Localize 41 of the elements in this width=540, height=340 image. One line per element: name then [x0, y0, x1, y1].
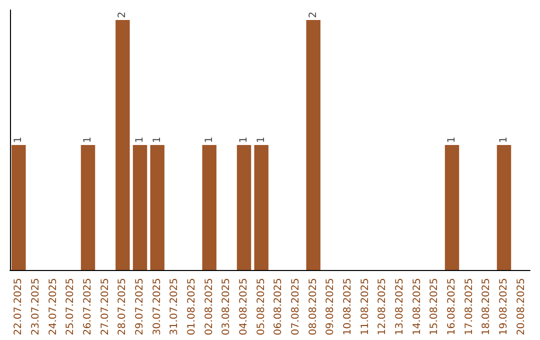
- x-tick-label: 28.07.2025: [117, 278, 128, 336]
- x-tick-label: 23.07.2025: [30, 278, 42, 336]
- data-label: 1: [256, 136, 267, 143]
- data-label: 1: [498, 136, 510, 143]
- x-tick-label: 07.08.2025: [290, 278, 302, 336]
- data-label: 1: [134, 136, 146, 143]
- x-tick-label: 19.08.2025: [498, 278, 510, 336]
- x-tick-label: 09.08.2025: [325, 278, 336, 336]
- x-tick-label: 13.08.2025: [394, 278, 406, 336]
- x-tick-label: 06.08.2025: [273, 278, 284, 336]
- x-tick-label: 24.07.2025: [48, 278, 59, 336]
- x-tick-label: 27.07.2025: [100, 278, 111, 336]
- data-label: 2: [117, 12, 128, 18]
- x-tick-label: 12.08.2025: [377, 278, 388, 336]
- x-tick-label: 11.08.2025: [360, 278, 371, 336]
- x-tick-label: 20.08.2025: [516, 278, 527, 336]
- x-tick-label: 22.07.2025: [13, 278, 24, 336]
- data-label: 1: [13, 136, 24, 143]
- x-tick-label: 16.08.2025: [446, 278, 458, 336]
- data-label: 1: [152, 136, 163, 143]
- x-tick-label: 03.08.2025: [221, 278, 232, 336]
- x-tick-label: 08.08.2025: [308, 278, 319, 336]
- data-label: 1: [82, 136, 94, 143]
- x-tick-label: 18.08.2025: [481, 278, 492, 336]
- x-tick-label: 26.07.2025: [82, 278, 94, 336]
- x-tick-label: 04.08.2025: [238, 278, 250, 336]
- x-tick-label: 25.07.2025: [65, 278, 76, 336]
- x-tick-label: 29.07.2025: [134, 278, 146, 336]
- x-tick-label: 14.08.2025: [412, 278, 423, 336]
- x-tick-label: 05.08.2025: [256, 278, 267, 336]
- data-label: 1: [204, 136, 215, 143]
- data-label: 1: [238, 136, 250, 143]
- x-tick-label: 02.08.2025: [204, 278, 215, 336]
- x-tick-label: 17.08.2025: [464, 278, 475, 336]
- data-label: 1: [446, 136, 458, 143]
- x-tick-label: 31.07.2025: [169, 278, 180, 336]
- x-tick-label: 10.08.2025: [342, 278, 354, 336]
- x-tick-label: 30.07.2025: [152, 278, 163, 336]
- x-tick-label: 15.08.2025: [429, 278, 440, 336]
- x-tick-label: 01.08.2025: [186, 278, 198, 336]
- data-label: 2: [308, 12, 319, 18]
